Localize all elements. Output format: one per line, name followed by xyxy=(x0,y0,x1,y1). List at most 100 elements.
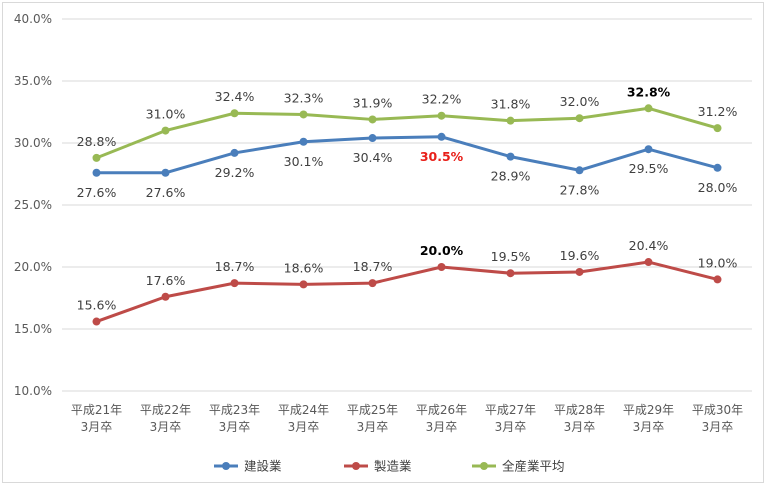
data-point xyxy=(230,148,239,157)
data-label: 18.7% xyxy=(353,259,393,274)
data-label: 20.0% xyxy=(420,243,464,258)
x-tick-label: 3月卒 xyxy=(288,420,320,434)
x-tick-label: 平成23年 xyxy=(209,403,260,417)
data-point xyxy=(575,114,584,123)
y-tick-label: 20.0% xyxy=(14,260,52,274)
data-label: 27.6% xyxy=(146,185,186,200)
data-label: 31.9% xyxy=(353,95,393,110)
legend-marker xyxy=(352,462,360,470)
data-label: 28.8% xyxy=(77,134,117,149)
data-point xyxy=(437,132,446,141)
data-label: 29.2% xyxy=(215,165,255,180)
data-label: 32.0% xyxy=(560,94,600,109)
legend-label: 製造業 xyxy=(374,459,412,474)
data-point xyxy=(368,134,377,143)
data-point xyxy=(161,126,170,135)
x-tick-label: 3月卒 xyxy=(426,420,458,434)
series-line xyxy=(96,135,718,175)
data-label: 30.5% xyxy=(420,149,464,164)
series-group xyxy=(92,104,722,326)
data-label: 17.6% xyxy=(146,273,186,288)
y-tick-label: 10.0% xyxy=(14,384,52,398)
data-point xyxy=(161,292,170,301)
data-point xyxy=(92,317,101,326)
x-tick-label: 平成21年 xyxy=(71,403,122,417)
x-tick-label: 3月卒 xyxy=(81,420,113,434)
x-tick-label: 3月卒 xyxy=(702,420,734,434)
data-point xyxy=(92,153,101,162)
data-point xyxy=(161,168,170,177)
y-tick-label: 40.0% xyxy=(14,12,52,26)
data-label: 15.6% xyxy=(77,298,117,313)
data-point xyxy=(92,168,101,177)
data-label: 18.6% xyxy=(284,260,324,275)
data-labels: 27.6% 27.6% 29.2% 30.1% 30.4% 30.5% 28.9% 27.8%… xyxy=(77,84,738,312)
data-point xyxy=(713,124,722,133)
legend-label: 全産業平均 xyxy=(502,459,565,474)
data-point xyxy=(644,104,653,113)
data-point xyxy=(437,111,446,120)
data-point xyxy=(713,163,722,172)
data-point xyxy=(575,166,584,175)
y-tick-label: 25.0% xyxy=(14,198,52,212)
data-label: 28.0% xyxy=(698,180,738,195)
data-label: 32.2% xyxy=(422,92,462,107)
x-tick-label: 平成30年 xyxy=(692,403,743,417)
data-point xyxy=(506,116,515,125)
data-label: 19.5% xyxy=(491,249,531,264)
data-label: 31.8% xyxy=(491,97,531,112)
legend-marker xyxy=(480,462,488,470)
legend-marker xyxy=(222,462,230,470)
data-label: 19.6% xyxy=(560,248,600,263)
y-axis-tick-labels: 10.0% 15.0% 20.0% 25.0% 30.0% 35.0% 40.0% xyxy=(14,12,52,398)
data-label: 28.9% xyxy=(491,169,531,184)
x-tick-label: 3月卒 xyxy=(564,420,596,434)
data-label: 27.6% xyxy=(77,185,117,200)
data-point xyxy=(368,115,377,124)
x-tick-label: 3月卒 xyxy=(219,420,251,434)
data-label: 27.8% xyxy=(560,182,600,197)
x-axis-tick-labels: 平成21年 3月卒 平成22年 3月卒 平成23年 3月卒 平成24年 3月卒 平成25年 3月卒… xyxy=(71,403,743,434)
x-tick-label: 3月卒 xyxy=(633,420,665,434)
data-label: 30.1% xyxy=(284,154,324,169)
data-point xyxy=(644,258,653,267)
data-point xyxy=(230,279,239,288)
data-point xyxy=(713,275,722,284)
x-tick-label: 平成29年 xyxy=(623,403,674,417)
series-line xyxy=(95,106,718,160)
legend: 建設業 製造業 全産業平均 xyxy=(214,459,565,474)
data-label: 29.5% xyxy=(629,161,669,176)
x-tick-label: 3月卒 xyxy=(150,420,182,434)
data-label: 18.7% xyxy=(215,259,255,274)
data-point xyxy=(368,279,377,288)
x-tick-label: 平成22年 xyxy=(140,403,191,417)
data-point xyxy=(506,269,515,278)
x-tick-label: 3月卒 xyxy=(357,420,389,434)
x-tick-label: 平成28年 xyxy=(554,403,605,417)
data-label: 31.0% xyxy=(146,107,186,122)
x-tick-label: 平成27年 xyxy=(485,403,536,417)
data-point xyxy=(299,110,308,119)
series-line xyxy=(95,260,718,323)
x-tick-label: 平成26年 xyxy=(416,403,467,417)
data-point xyxy=(644,145,653,154)
data-point xyxy=(437,263,446,271)
data-label: 30.4% xyxy=(353,150,393,165)
legend-label: 建設業 xyxy=(244,459,282,474)
y-tick-label: 35.0% xyxy=(14,74,52,88)
data-label: 19.0% xyxy=(698,255,738,270)
data-label: 32.8% xyxy=(627,84,671,99)
x-tick-label: 平成24年 xyxy=(278,403,329,417)
x-tick-label: 3月卒 xyxy=(495,420,527,434)
data-label: 32.4% xyxy=(215,89,255,104)
data-point xyxy=(506,152,515,161)
y-tick-label: 30.0% xyxy=(14,136,52,150)
data-label: 31.2% xyxy=(698,104,738,119)
data-point xyxy=(299,280,308,289)
chart-frame xyxy=(2,2,764,483)
x-tick-label: 平成25年 xyxy=(347,403,398,417)
data-label: 20.4% xyxy=(629,238,669,253)
y-tick-label: 15.0% xyxy=(14,322,52,336)
data-label: 32.3% xyxy=(284,90,324,105)
